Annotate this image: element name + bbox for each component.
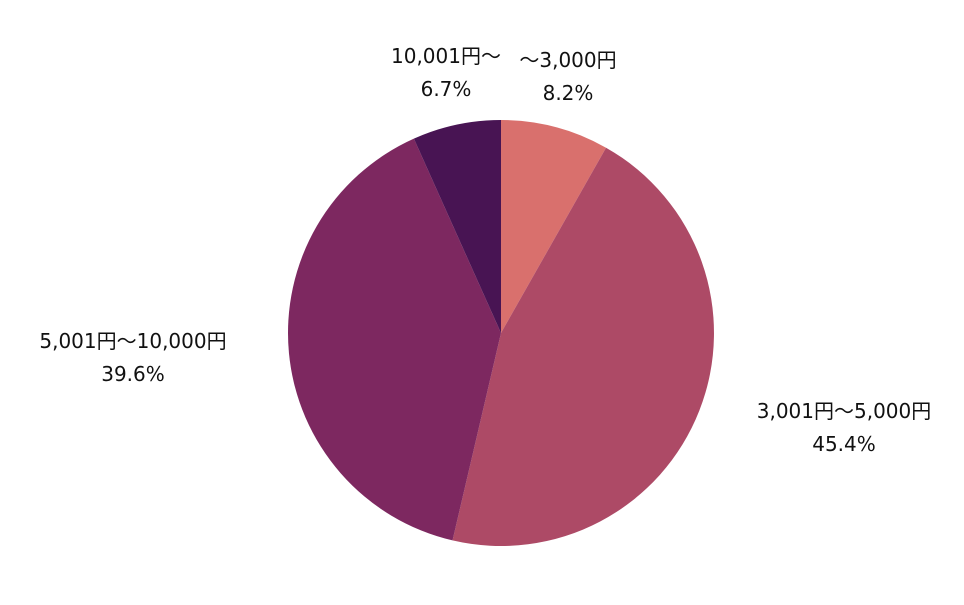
slice-label-3: 10,001円～ (391, 44, 501, 68)
pie-slice-2 (288, 138, 501, 541)
slice-label-1: 3,001円～5,000円 (757, 399, 932, 423)
slice-percent-label-0: 8.2% (543, 81, 594, 105)
slice-label-2: 5,001円～10,000円 (39, 329, 226, 353)
pie-labels: ～3,000円 8.2% 3,001円～5,000円 45.4% 5,001円～10,0… (39, 44, 931, 456)
pie-slice-0 (501, 120, 607, 333)
slice-percent-label-2: 39.6% (101, 362, 165, 386)
slice-percent-label-1: 45.4% (812, 432, 876, 456)
slice-label-0: ～3,000円 (519, 48, 616, 72)
slice-percent-label-3: 6.7% (421, 77, 472, 101)
pie-slice-1 (452, 147, 714, 546)
pie-slices (288, 120, 714, 546)
pie-slice-3 (413, 120, 501, 333)
